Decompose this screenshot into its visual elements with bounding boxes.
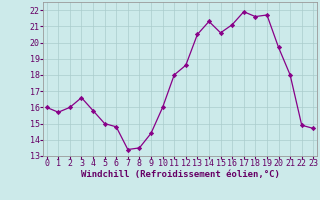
X-axis label: Windchill (Refroidissement éolien,°C): Windchill (Refroidissement éolien,°C) [81, 170, 279, 179]
